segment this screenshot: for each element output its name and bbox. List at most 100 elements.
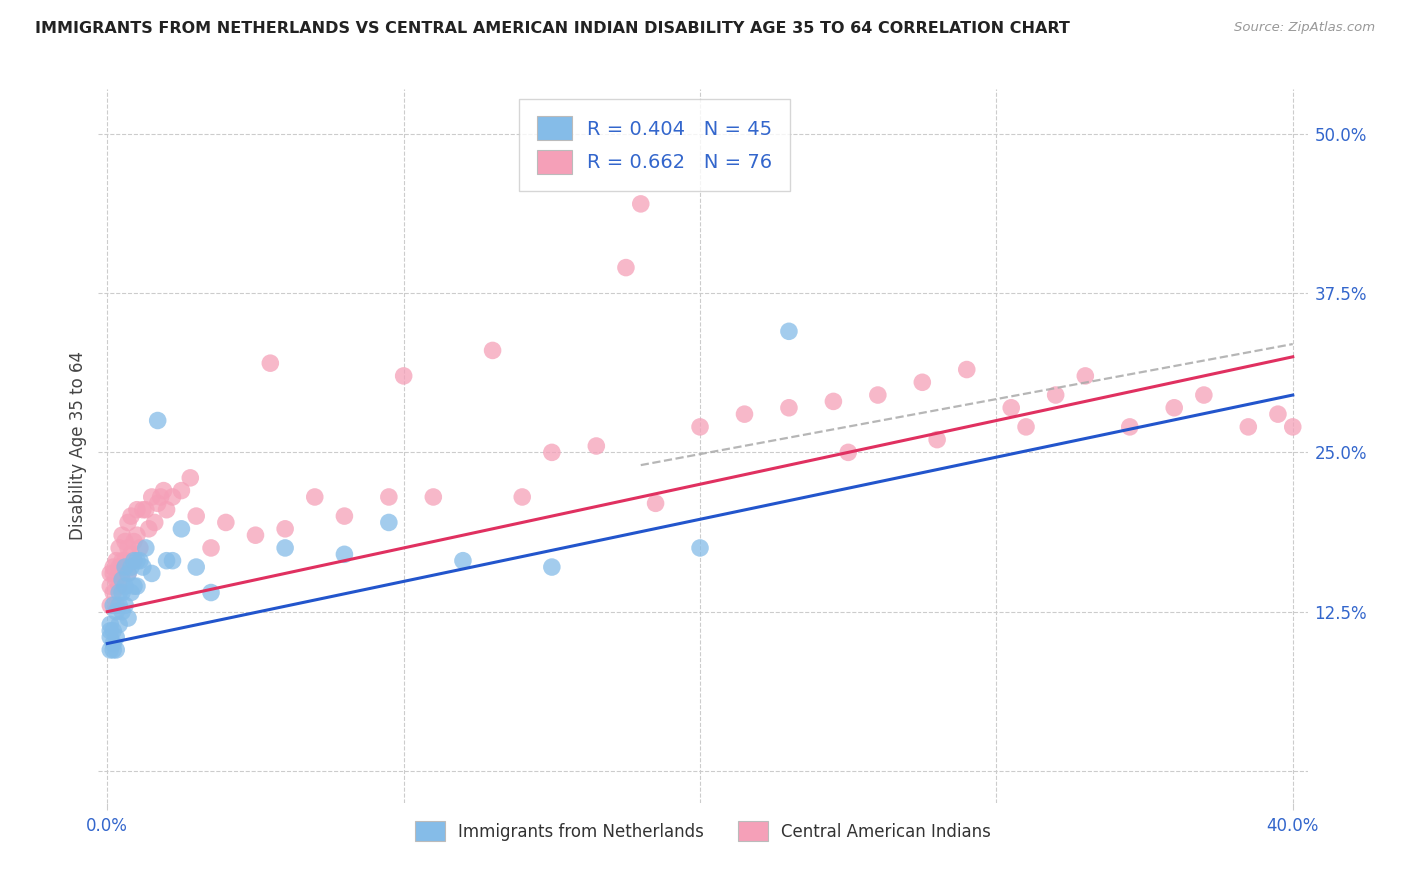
Point — [105, 554, 128, 568]
Point — [117, 611, 139, 625]
Point — [111, 573, 134, 587]
Point — [245, 528, 267, 542]
Y-axis label: Disability Age 35 to 64: Disability Age 35 to 64 — [69, 351, 87, 541]
Point — [108, 585, 131, 599]
Point — [1163, 401, 1185, 415]
Point — [120, 509, 142, 524]
Legend: Immigrants from Netherlands, Central American Indians: Immigrants from Netherlands, Central Ame… — [409, 814, 997, 848]
Point — [122, 534, 145, 549]
Point — [98, 624, 121, 638]
Point — [98, 643, 121, 657]
Point — [120, 585, 142, 599]
Point — [114, 534, 136, 549]
Point — [103, 560, 125, 574]
Point — [274, 541, 297, 555]
Point — [162, 554, 184, 568]
Point — [630, 197, 652, 211]
Point — [117, 516, 139, 530]
Point — [540, 560, 562, 574]
Point — [179, 471, 201, 485]
Point — [143, 516, 166, 530]
Point — [451, 554, 474, 568]
Point — [200, 585, 222, 599]
Point — [146, 413, 169, 427]
Point — [111, 566, 134, 581]
Point — [540, 445, 562, 459]
Point — [170, 522, 193, 536]
Point — [778, 401, 800, 415]
Point — [98, 566, 121, 581]
Point — [108, 560, 131, 574]
Point — [98, 617, 121, 632]
Text: Source: ZipAtlas.com: Source: ZipAtlas.com — [1234, 21, 1375, 34]
Point — [105, 573, 128, 587]
Point — [108, 541, 131, 555]
Point — [1074, 368, 1097, 383]
Point — [149, 490, 172, 504]
Point — [125, 554, 148, 568]
Point — [105, 605, 128, 619]
Point — [108, 579, 131, 593]
Point — [120, 560, 142, 574]
Point — [644, 496, 666, 510]
Point — [129, 541, 152, 555]
Point — [585, 439, 607, 453]
Point — [103, 624, 125, 638]
Point — [122, 579, 145, 593]
Point — [114, 560, 136, 574]
Point — [1000, 401, 1022, 415]
Point — [956, 362, 979, 376]
Point — [138, 522, 160, 536]
Point — [304, 490, 326, 504]
Point — [141, 490, 163, 504]
Point — [1015, 420, 1038, 434]
Point — [274, 522, 297, 536]
Point — [108, 599, 131, 613]
Point — [927, 433, 949, 447]
Point — [1045, 388, 1067, 402]
Point — [170, 483, 193, 498]
Point — [146, 496, 169, 510]
Point — [103, 585, 125, 599]
Point — [103, 566, 125, 581]
Point — [215, 516, 238, 530]
Point — [152, 483, 174, 498]
Point — [1119, 420, 1142, 434]
Point — [689, 541, 711, 555]
Point — [135, 502, 157, 516]
Point — [378, 516, 401, 530]
Point — [689, 420, 711, 434]
Point — [105, 599, 128, 613]
Point — [1192, 388, 1215, 402]
Point — [98, 630, 121, 644]
Point — [200, 541, 222, 555]
Point — [105, 643, 128, 657]
Point — [125, 502, 148, 516]
Point — [132, 502, 155, 516]
Point — [1267, 407, 1289, 421]
Point — [510, 490, 533, 504]
Point — [778, 324, 800, 338]
Point — [105, 630, 128, 644]
Point — [162, 490, 184, 504]
Point — [132, 560, 155, 574]
Point — [125, 579, 148, 593]
Point — [392, 368, 415, 383]
Point — [122, 554, 145, 568]
Point — [155, 554, 177, 568]
Point — [103, 636, 125, 650]
Point — [259, 356, 281, 370]
Point — [155, 502, 177, 516]
Point — [186, 509, 208, 524]
Point — [614, 260, 637, 275]
Point — [125, 528, 148, 542]
Point — [911, 376, 934, 390]
Point — [120, 547, 142, 561]
Point — [837, 445, 859, 459]
Point — [734, 407, 756, 421]
Point — [114, 579, 136, 593]
Point — [422, 490, 444, 504]
Point — [866, 388, 889, 402]
Point — [117, 541, 139, 555]
Point — [111, 585, 134, 599]
